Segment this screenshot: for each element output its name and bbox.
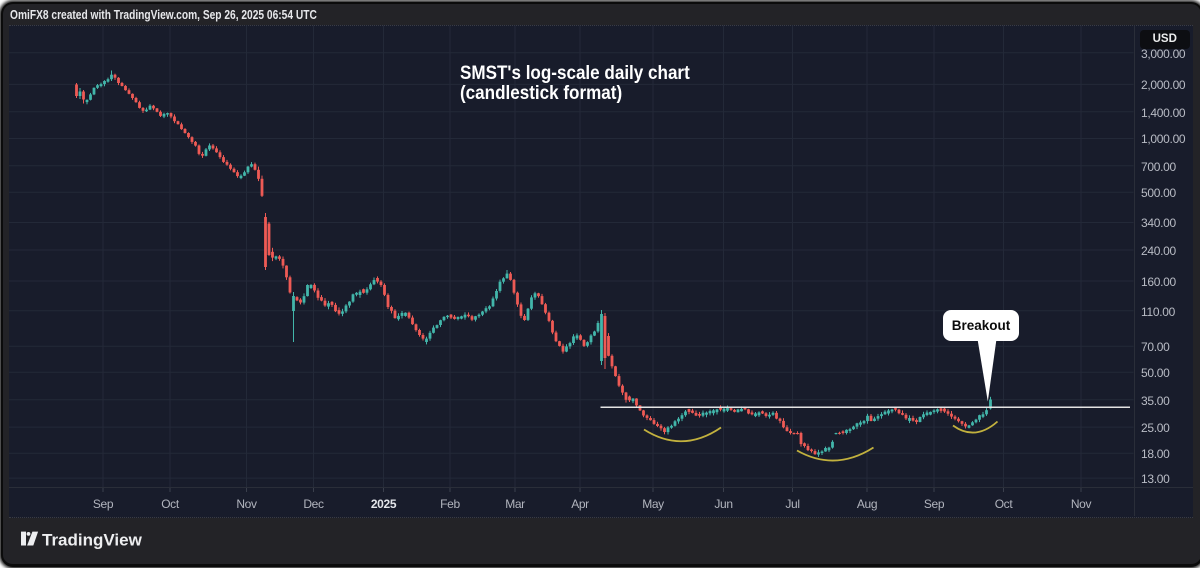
svg-text:TradingView: TradingView — [42, 531, 143, 550]
